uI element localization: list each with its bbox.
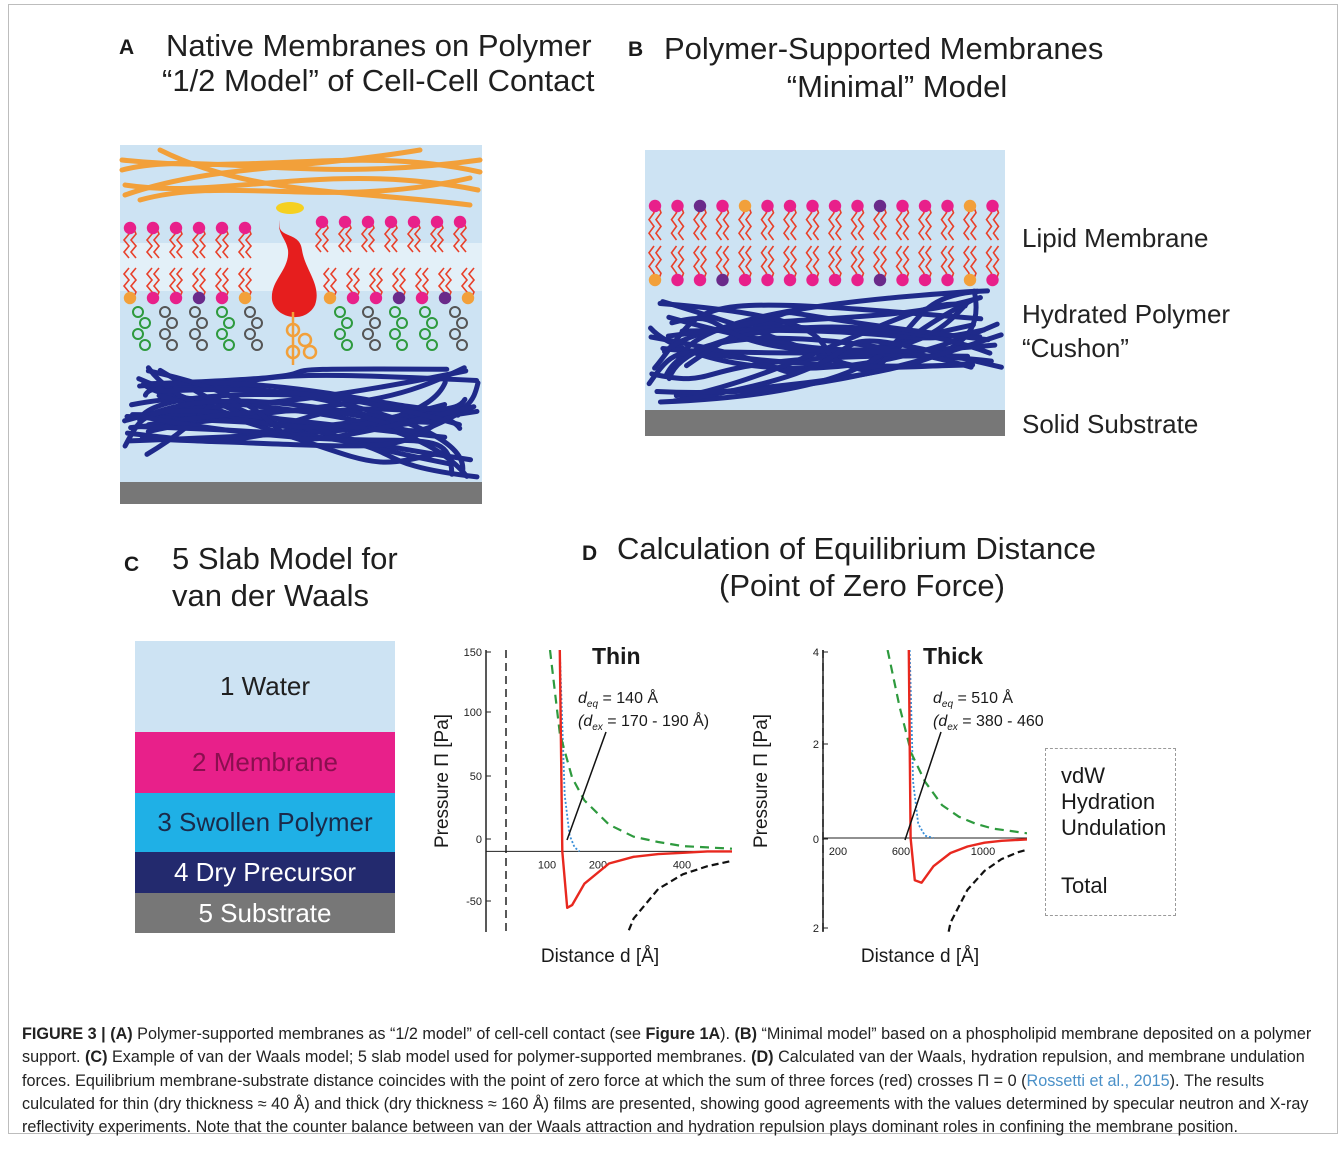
- caption-d-marker: (D): [751, 1048, 774, 1067]
- annotation-deq: deq = 140 Å: [578, 688, 658, 710]
- annotation-pointer: [566, 731, 607, 841]
- caption-figure-number: FIGURE 3 |: [22, 1025, 111, 1043]
- caption-c-marker: (C): [85, 1048, 108, 1067]
- chart-title: Thin: [592, 643, 641, 669]
- panel-c-title-line1: 5 Slab Model for: [172, 541, 398, 576]
- x-tick-label: 200: [829, 846, 847, 858]
- slab-2: 2 Membrane: [135, 732, 395, 793]
- annotation-dex: (dex = 170 - 190 Å): [578, 711, 709, 733]
- solid-substrate-label: Solid Substrate: [1022, 409, 1199, 439]
- polymer-cushion-b: [646, 288, 1004, 405]
- cushion-label: “Cushon”: [1022, 333, 1129, 363]
- panel-b-title-line2: “Minimal” Model: [786, 69, 1008, 104]
- panel-a-illustration: [119, 145, 483, 504]
- lipid-membrane-a: [122, 215, 476, 351]
- y-tick-label: 2: [813, 739, 819, 751]
- chart-legend: vdW Hydration Undulation Total: [1045, 748, 1176, 916]
- caption-c-text: Example of van der Waals model; 5 slab m…: [107, 1048, 752, 1067]
- caption-citation-link[interactable]: Rossetti et al., 2015: [1026, 1071, 1170, 1090]
- panel-d-title-line2: (Point of Zero Force): [719, 568, 1005, 603]
- y-tick-label: -50: [466, 896, 482, 908]
- y-tick-label: 150: [464, 647, 482, 659]
- polymer-tangle-a: [122, 365, 481, 480]
- panel-d-label: D: [582, 542, 598, 565]
- slab-3: 3 Swollen Polymer: [135, 793, 395, 852]
- panel-a-title-line1: Native Membranes on Polymer: [166, 28, 592, 63]
- x-tick-label: 100: [538, 859, 556, 871]
- thick-film-chart: 4 2 0 2 200 600 1000 Thick deq = 510 Å(dex = 380…: [751, 643, 1045, 966]
- x-tick-label: 1000: [971, 846, 995, 858]
- series-vdw: [947, 848, 1027, 932]
- x-tick-label: 600: [892, 846, 910, 858]
- y-tick-label: 100: [464, 707, 482, 719]
- panel-a-title-line2: “1/2 Model” of Cell-Cell Contact: [162, 63, 595, 98]
- caption-tail-text: ). The results culculated for thin (dry …: [22, 1071, 1309, 1137]
- lipid-membrane-b: [648, 199, 1000, 287]
- panel-c-title-line2: van der Waals: [172, 578, 369, 613]
- x-tick-label: 200: [589, 859, 607, 871]
- series-undulation: [886, 650, 1027, 835]
- chart-title: Thick: [923, 643, 983, 669]
- y-axis-label: Pressure Π [Pa]: [751, 714, 772, 848]
- series-vdw: [626, 859, 732, 932]
- x-axis-label: Distance d [Å]: [861, 946, 979, 966]
- y-axis-label: Pressure Π [Pa]: [432, 714, 453, 848]
- figure-caption: FIGURE 3 | (A) Polymer-supported membran…: [22, 1023, 1322, 1139]
- y-tick-label: 50: [470, 771, 482, 783]
- hydrated-polymer-label: Hydrated Polymer: [1022, 299, 1231, 329]
- lipid-membrane-label: Lipid Membrane: [1022, 223, 1209, 253]
- series-hydration: [908, 650, 934, 839]
- actin-fibers: [119, 147, 483, 208]
- caption-sep: ).: [720, 1025, 735, 1043]
- series-total: [907, 650, 1027, 884]
- panel-c-label: C: [124, 553, 140, 576]
- annotation-dex: (dex = 380 - 460 Å): [933, 711, 1045, 733]
- slab-5: 5 Substrate: [135, 893, 395, 933]
- caption-a-text: Polymer-supported membranes as “1/2 mode…: [132, 1025, 646, 1043]
- solid-substrate-b: [645, 410, 1005, 436]
- series-undulation: [548, 650, 732, 850]
- substrate-a: [120, 482, 482, 504]
- annotation-pointer: [904, 731, 942, 841]
- thin-film-chart: 150 100 50 0 -50 100 200 400 Thin deq = 140 Å(dex…: [432, 643, 732, 966]
- protein-anchor: [285, 312, 318, 365]
- caption-a-marker: (A): [110, 1025, 133, 1043]
- caption-d-text: Calculated van der Waals, hydration repu…: [22, 1048, 1305, 1090]
- slab-4: 4 Dry Precursor: [135, 852, 395, 893]
- caption-b-text: “Minimal model” based on a phospholipid …: [22, 1025, 1312, 1067]
- figure-frame: [8, 4, 1338, 1134]
- caption-b-marker: (B): [734, 1025, 758, 1043]
- y-tick-label: 0: [476, 834, 482, 846]
- legend-total: Total: [1061, 873, 1108, 898]
- y-tick-label: 2: [813, 923, 819, 935]
- slab-1: 1 Water: [135, 641, 395, 732]
- annotation-deq: deq = 510 Å: [933, 688, 1013, 710]
- panel-d-title-line1: Calculation of Equilibrium Distance: [617, 531, 1097, 566]
- panel-b-title-line1: Polymer-Supported Membranes: [664, 31, 1104, 66]
- legend-hydration: Hydration: [1061, 789, 1156, 814]
- x-tick-label: 400: [673, 859, 691, 871]
- y-tick-label: 4: [813, 647, 819, 659]
- legend-vdw: vdW: [1061, 763, 1105, 788]
- caption-figure-ref[interactable]: Figure 1A: [645, 1025, 721, 1043]
- legend-undulation: Undulation: [1061, 815, 1167, 840]
- panel-b-illustration: [645, 150, 1005, 436]
- linker-protein: [276, 202, 304, 214]
- panel-b-label: B: [628, 38, 644, 61]
- series-total: [558, 650, 732, 909]
- panel-a-label: A: [119, 36, 135, 59]
- y-tick-label: 0: [813, 834, 819, 846]
- x-axis-label: Distance d [Å]: [541, 946, 659, 966]
- transmembrane-protein: [271, 220, 317, 318]
